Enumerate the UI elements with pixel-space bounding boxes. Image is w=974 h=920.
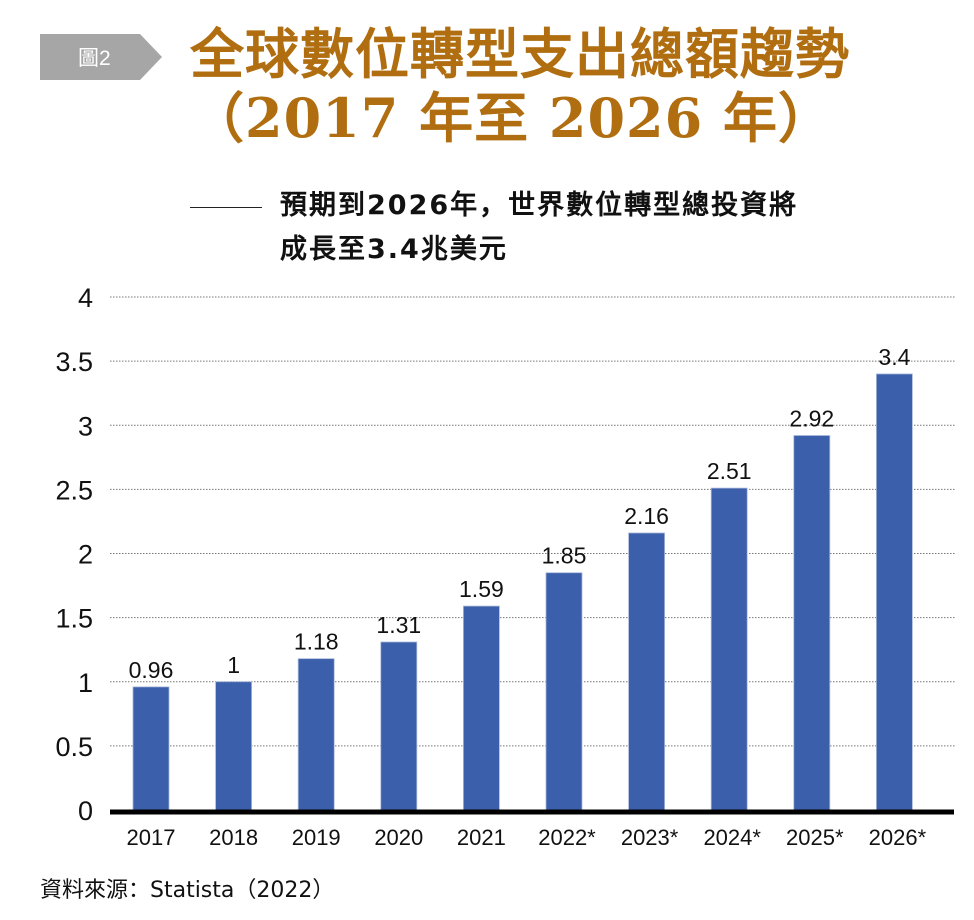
bar-2019	[297, 658, 335, 811]
data-label: 3.4	[878, 344, 910, 370]
data-label: 1.18	[294, 629, 339, 655]
chart-title-line-1: 全球數位轉型支出總額趨勢	[190, 22, 850, 86]
x-tick-label: 2017	[127, 825, 176, 850]
x-tick-label: 2022*	[538, 825, 596, 850]
y-tick-label: 2.5	[55, 475, 93, 505]
data-label: 1	[227, 652, 240, 678]
bar-2026	[876, 373, 913, 811]
y-tick-label: 2	[78, 540, 93, 570]
bar-2021	[462, 605, 500, 811]
chart-subtitle-line-1: 預期到2026年，世界數位轉型總投資將	[280, 190, 799, 221]
x-tick-label: 2019	[292, 825, 341, 850]
y-tick-label: 0.5	[55, 732, 93, 762]
chart-subtitle: 預期到2026年，世界數位轉型總投資將 成長至3.4兆美元	[280, 184, 798, 272]
bar-2024	[710, 487, 748, 811]
figure-tag-label: 圖2	[78, 47, 111, 70]
y-tick-label: 3	[78, 411, 93, 441]
source-note: 資料來源：Statista（2022）	[40, 878, 335, 903]
bar-2025	[793, 435, 831, 811]
y-tick-label: 1.5	[55, 604, 93, 634]
y-tick-label: 0	[78, 796, 93, 826]
bars	[132, 373, 913, 811]
chart-subtitle-line-2: 成長至3.4兆美元	[280, 234, 508, 265]
data-label: 0.96	[129, 657, 174, 683]
bar-2022	[545, 572, 583, 811]
y-axis-ticks: 0 0.5 1 1.5 2 2.5 3 3.5 4	[55, 283, 93, 826]
x-tick-label: 2026*	[869, 825, 927, 850]
x-tick-label: 2023*	[621, 825, 679, 850]
data-label: 1.85	[542, 543, 587, 569]
x-tick-label: 2024*	[703, 825, 761, 850]
data-label: 1.31	[376, 612, 421, 638]
chart-title: 全球數位轉型支出總額趨勢 （2017 年至 2026 年）	[190, 22, 850, 150]
x-tick-label: 2025*	[786, 825, 844, 850]
data-label: 2.51	[707, 458, 752, 484]
bar-2023	[628, 532, 665, 811]
data-labels: 0.96 1 1.18 1.31 1.59 1.85 2.16 2.51 2.92 3.4	[129, 344, 911, 683]
bar-chart: 0 0.5 1 1.5 2 2.5 3 3.5 4 0.96 1 1.18 1.31 1.59 1.85 2…	[55, 283, 956, 850]
y-tick-label: 4	[78, 283, 93, 313]
subtitle-rule	[190, 207, 262, 208]
data-label: 2.16	[624, 503, 669, 529]
bar-2018	[215, 681, 253, 811]
x-tick-label: 2021	[457, 825, 506, 850]
x-tick-label: 2018	[209, 825, 258, 850]
tag-arrow-shape	[40, 34, 162, 80]
figure-tag: 圖2	[40, 34, 162, 80]
x-tick-label: 2020	[374, 825, 423, 850]
bar-2020	[380, 641, 418, 811]
x-axis-ticks: 2017 2018 2019 2020 2021 2022* 2023* 2024* 2025*…	[127, 825, 927, 850]
data-label: 2.92	[789, 406, 834, 432]
chart-title-line-2: （2017 年至 2026 年）	[190, 86, 833, 150]
data-label: 1.59	[459, 576, 504, 602]
y-tick-label: 3.5	[55, 347, 93, 377]
y-tick-label: 1	[78, 668, 93, 698]
bar-2017	[132, 686, 170, 811]
